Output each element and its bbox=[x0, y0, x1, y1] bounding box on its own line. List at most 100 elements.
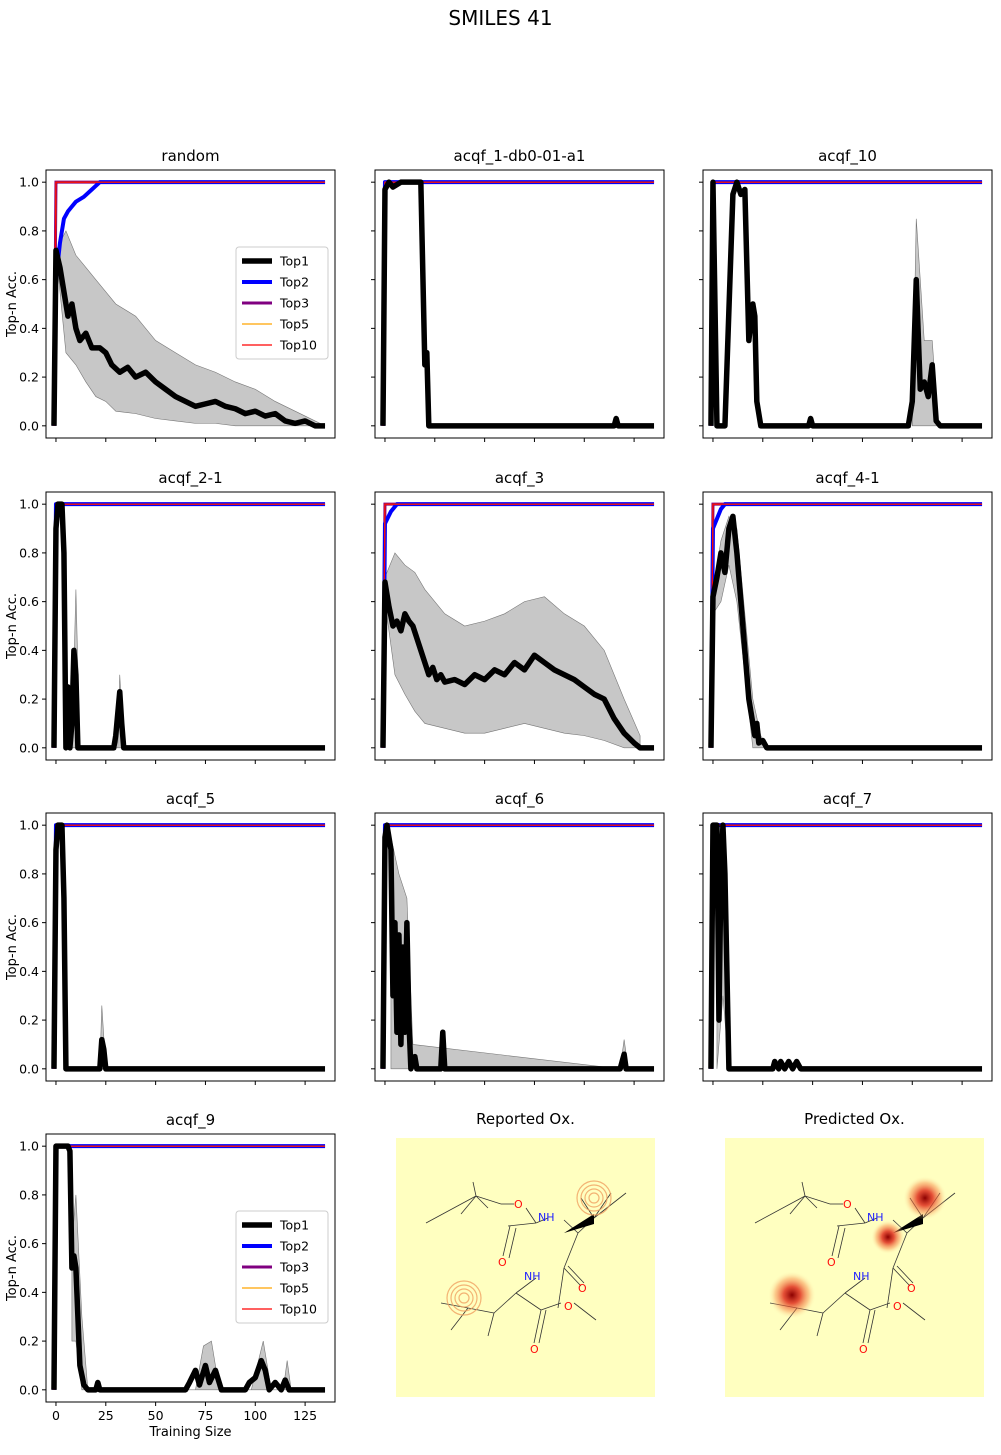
molecule-bond bbox=[892, 1267, 911, 1287]
atom-label: NH bbox=[538, 1211, 555, 1224]
molecule-bond bbox=[869, 1302, 891, 1311]
molecule-bond bbox=[804, 1195, 818, 1209]
plot-area bbox=[380, 179, 655, 429]
y-tick-label: 0.2 bbox=[19, 692, 39, 707]
plot-area bbox=[708, 502, 983, 751]
legend-box bbox=[235, 1210, 329, 1324]
y-tick-label: 0.4 bbox=[19, 321, 39, 336]
x-tick-label: 25 bbox=[98, 1408, 114, 1423]
axes-frame bbox=[374, 169, 665, 439]
legend-label: Top10 bbox=[279, 1302, 317, 1317]
site-ring bbox=[458, 1292, 470, 1304]
top1-line bbox=[51, 822, 326, 1072]
plot-area bbox=[51, 822, 326, 1072]
molecule-bond bbox=[535, 1217, 549, 1224]
molecule-bond bbox=[557, 1267, 565, 1309]
axes-frame bbox=[374, 812, 665, 1082]
site-ring bbox=[580, 1184, 608, 1212]
legend: Top1 Top2 Top3 Top5 Top10 bbox=[235, 1210, 329, 1324]
y-tick-label: 0.2 bbox=[19, 370, 39, 385]
plot-area bbox=[708, 179, 983, 429]
molecule-bond bbox=[789, 1195, 806, 1215]
y-tick-label: 0.6 bbox=[19, 1236, 39, 1251]
x-axis-label: Training Size bbox=[148, 1425, 231, 1440]
top1-line bbox=[708, 822, 983, 1072]
x-tick-label: 100 bbox=[243, 1408, 267, 1423]
top1-line bbox=[51, 1143, 326, 1393]
molecule-bond bbox=[854, 1207, 866, 1224]
chart-panel: acqf_5 0.0 0.2 0.4 0.6 0.8 1.0 Top-n Acc. bbox=[5, 790, 336, 1085]
panel-title: random bbox=[161, 147, 219, 165]
chart-panel: acqf_3 bbox=[371, 469, 665, 764]
chart-panel: acqf_4-1 bbox=[699, 469, 993, 764]
atom-label: O bbox=[843, 1198, 852, 1211]
legend-label: Top1 bbox=[279, 1218, 309, 1233]
axes-frame bbox=[702, 491, 993, 761]
molecule-background bbox=[725, 1138, 984, 1397]
molecule-bond bbox=[822, 1292, 846, 1314]
atom-label: NH bbox=[853, 1270, 870, 1283]
molecule-bond bbox=[540, 1302, 562, 1311]
top1-line bbox=[51, 501, 326, 751]
top10-line bbox=[710, 824, 983, 1069]
top3-line bbox=[381, 823, 655, 1069]
site-ring bbox=[454, 1288, 474, 1308]
top1-line bbox=[708, 513, 983, 751]
atom-label: O bbox=[530, 1343, 539, 1356]
site-ring bbox=[576, 1180, 612, 1216]
atom-label: O bbox=[859, 1343, 868, 1356]
molecule-bond bbox=[508, 1227, 517, 1259]
panel-title: acqf_1-db0-01-a1 bbox=[454, 147, 586, 166]
axes-frame bbox=[374, 491, 665, 761]
y-tick-label: 0.0 bbox=[19, 1061, 39, 1076]
molecule-bond bbox=[507, 1222, 537, 1227]
y-tick-label: 0.8 bbox=[19, 1187, 39, 1202]
molecule-bond bbox=[533, 1309, 542, 1344]
site-ring bbox=[584, 1188, 604, 1208]
molecule-bond bbox=[515, 1277, 537, 1294]
atom-label: O bbox=[907, 1282, 916, 1295]
molecule-bond bbox=[836, 1222, 866, 1227]
top2-line bbox=[380, 823, 655, 1069]
molecule-bond bbox=[902, 1302, 926, 1321]
molecule-bond bbox=[573, 1302, 597, 1321]
chart-panel: acqf_9 0.0 0.2 0.4 0.6 0.8 1.0 0 25 50 75 100 125 Top… bbox=[5, 1111, 336, 1440]
y-tick-label: 0.4 bbox=[19, 643, 39, 658]
y-tick-label: 0.0 bbox=[19, 1382, 39, 1397]
y-tick-label: 0.4 bbox=[19, 964, 39, 979]
molecule-bond bbox=[896, 1265, 914, 1284]
molecule-bond bbox=[502, 1225, 511, 1257]
top10-line bbox=[53, 824, 326, 1069]
top5-line bbox=[53, 824, 326, 1069]
chart-panel: acqf_2-1 0.0 0.2 0.4 0.6 0.8 1.0 Top-n Acc. bbox=[5, 469, 336, 764]
panel-title: acqf_7 bbox=[823, 790, 872, 809]
axes-frame bbox=[702, 812, 993, 1082]
top2-line bbox=[51, 502, 326, 748]
y-tick-label: 0.0 bbox=[19, 418, 39, 433]
top5-line bbox=[382, 824, 655, 1069]
y-axis-label: Top-n Acc. bbox=[5, 1235, 20, 1302]
chart-panel: acqf_1-db0-01-a1 bbox=[371, 147, 665, 442]
top1-line bbox=[708, 179, 983, 429]
molecule-bond bbox=[563, 1267, 582, 1287]
molecule-bond bbox=[867, 1309, 876, 1344]
top10-line bbox=[53, 503, 326, 748]
y-tick-label: 0.6 bbox=[19, 915, 39, 930]
plot-area bbox=[708, 822, 983, 1072]
x-tick-label: 75 bbox=[197, 1408, 213, 1423]
legend-label: Top2 bbox=[279, 275, 309, 290]
molecule-bond bbox=[563, 1232, 579, 1269]
y-tick-label: 0.8 bbox=[19, 545, 39, 560]
y-tick-label: 1.0 bbox=[19, 1139, 39, 1154]
atom-label: O bbox=[827, 1256, 836, 1269]
molecule-bond bbox=[467, 1307, 495, 1314]
molecule-bond bbox=[844, 1277, 866, 1294]
plot-area bbox=[380, 822, 655, 1072]
x-tick-label: 125 bbox=[293, 1408, 317, 1423]
molecule-bond bbox=[754, 1195, 806, 1224]
x-tick-label: 50 bbox=[148, 1408, 164, 1423]
site-highlight bbox=[768, 1271, 816, 1319]
axes-frame bbox=[45, 491, 336, 761]
y-tick-label: 0.2 bbox=[19, 1013, 39, 1028]
molecule-bond bbox=[886, 1267, 894, 1309]
